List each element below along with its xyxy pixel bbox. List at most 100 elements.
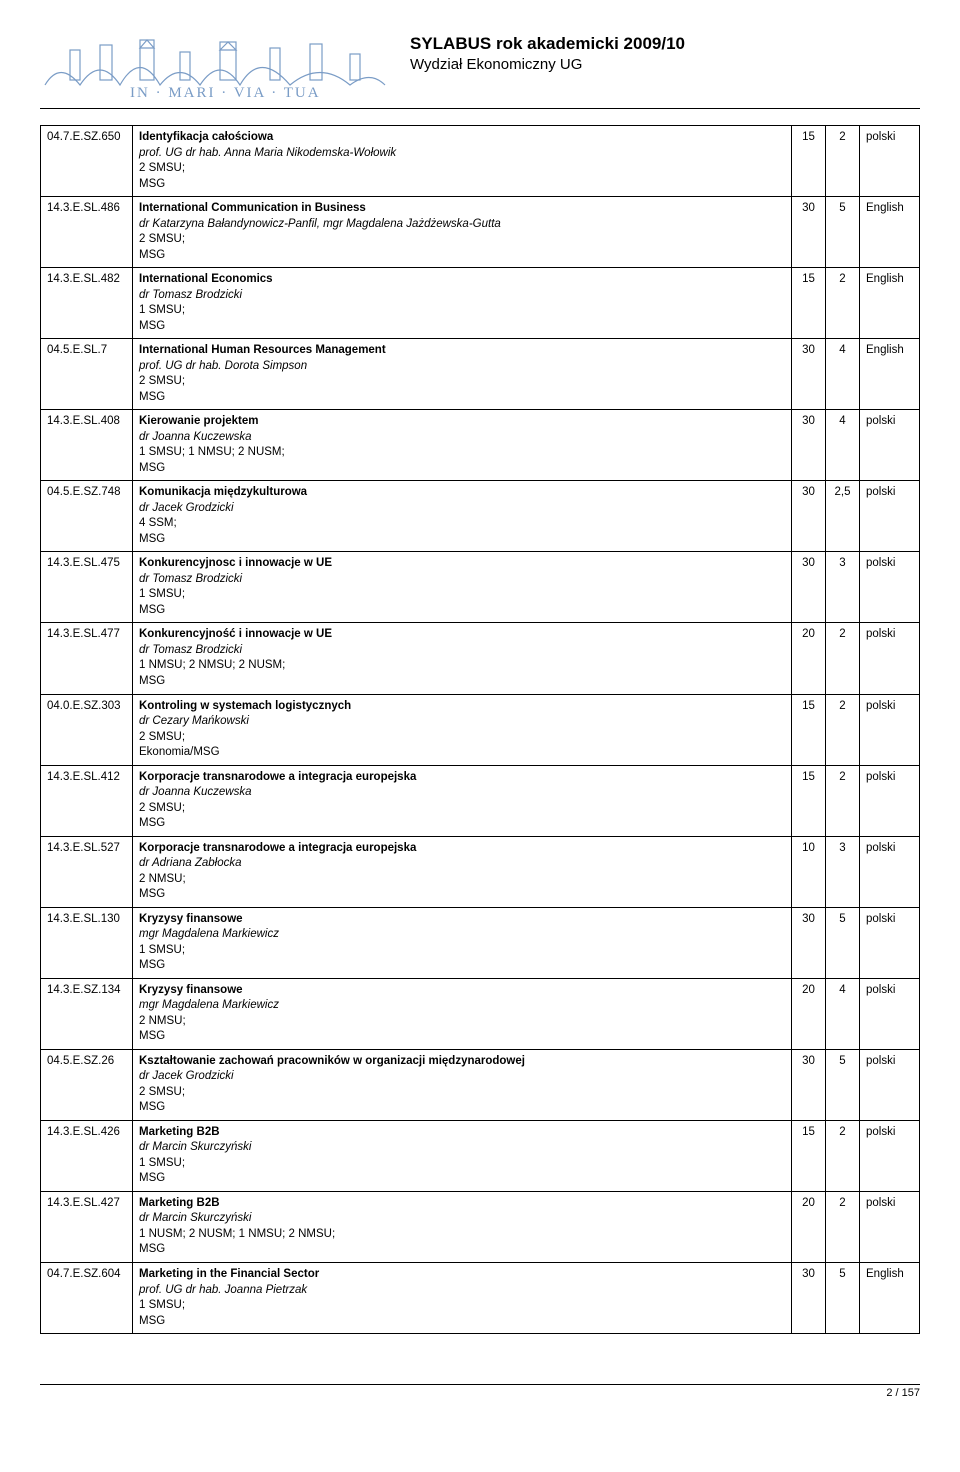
- course-language: polski: [860, 836, 920, 907]
- course-group: MSG: [139, 319, 785, 335]
- course-schedule: 1 NUSM; 2 NUSM; 1 NMSU; 2 NMSU;: [139, 1227, 785, 1243]
- course-group: MSG: [139, 958, 785, 974]
- course-name: Marketing in the Financial Sector: [139, 1267, 785, 1283]
- table-row: 14.3.E.SL.527Korporacje transnarodowe a …: [41, 836, 920, 907]
- course-instructor: prof. UG dr hab. Anna Maria Nikodemska-W…: [139, 146, 785, 162]
- course-language: polski: [860, 410, 920, 481]
- course-details: Komunikacja międzykulturowadr Jacek Grod…: [133, 481, 792, 552]
- course-language: polski: [860, 126, 920, 197]
- course-group: MSG: [139, 816, 785, 832]
- course-schedule: 1 SMSU;: [139, 943, 785, 959]
- course-ects: 3: [826, 836, 860, 907]
- course-ects: 2: [826, 1191, 860, 1262]
- table-row: 04.0.E.SZ.303Kontroling w systemach logi…: [41, 694, 920, 765]
- course-code: 04.5.E.SZ.748: [41, 481, 133, 552]
- course-details: Konkurencyjnosc i innowacje w UEdr Tomas…: [133, 552, 792, 623]
- course-code: 14.3.E.SZ.134: [41, 978, 133, 1049]
- course-group: MSG: [139, 1242, 785, 1258]
- course-code: 14.3.E.SL.486: [41, 197, 133, 268]
- table-row: 14.3.E.SL.482International Economicsdr T…: [41, 268, 920, 339]
- course-details: Identyfikacja całościowaprof. UG dr hab.…: [133, 126, 792, 197]
- table-row: 04.5.E.SZ.748Komunikacja międzykulturowa…: [41, 481, 920, 552]
- course-code: 14.3.E.SL.527: [41, 836, 133, 907]
- course-group: MSG: [139, 1171, 785, 1187]
- course-language: English: [860, 268, 920, 339]
- course-name: Kontroling w systemach logistycznych: [139, 699, 785, 715]
- course-code: 14.3.E.SL.475: [41, 552, 133, 623]
- course-hours: 15: [792, 126, 826, 197]
- course-ects: 5: [826, 907, 860, 978]
- course-hours: 30: [792, 1049, 826, 1120]
- course-ects: 2: [826, 268, 860, 339]
- course-hours: 30: [792, 339, 826, 410]
- course-instructor: dr Tomasz Brodzicki: [139, 643, 785, 659]
- page-footer: 2 / 157: [40, 1384, 920, 1399]
- course-code: 14.3.E.SL.427: [41, 1191, 133, 1262]
- table-row: 14.3.E.SL.130Kryzysy finansowemgr Magdal…: [41, 907, 920, 978]
- course-details: International Economicsdr Tomasz Brodzic…: [133, 268, 792, 339]
- table-row: 14.3.E.SL.475Konkurencyjnosc i innowacje…: [41, 552, 920, 623]
- header-subtitle: Wydział Ekonomiczny UG: [410, 56, 920, 73]
- course-code: 14.3.E.SL.426: [41, 1120, 133, 1191]
- course-group: MSG: [139, 532, 785, 548]
- course-code: 14.3.E.SL.477: [41, 623, 133, 694]
- course-code: 14.3.E.SL.412: [41, 765, 133, 836]
- course-language: polski: [860, 552, 920, 623]
- course-details: Kryzysy finansowemgr Magdalena Markiewic…: [133, 978, 792, 1049]
- course-name: Kryzysy finansowe: [139, 912, 785, 928]
- course-name: Identyfikacja całościowa: [139, 130, 785, 146]
- table-row: 14.3.E.SL.477 Konkurencyjność i innowacje…: [41, 623, 920, 694]
- svg-text:IN · MARI · VIA · TUA: IN · MARI · VIA · TUA: [130, 85, 321, 100]
- table-row: 14.3.E.SL.486International Communication…: [41, 197, 920, 268]
- course-name: Kierowanie projektem: [139, 414, 785, 430]
- course-language: polski: [860, 1120, 920, 1191]
- course-ects: 4: [826, 410, 860, 481]
- course-language: polski: [860, 1191, 920, 1262]
- course-schedule: 2 NMSU;: [139, 872, 785, 888]
- course-details: International Communication in Businessd…: [133, 197, 792, 268]
- course-schedule: 1 NMSU; 2 NMSU; 2 NUSM;: [139, 658, 785, 674]
- course-group: MSG: [139, 1029, 785, 1045]
- course-details: Kształtowanie zachowań pracowników w org…: [133, 1049, 792, 1120]
- course-instructor: dr Tomasz Brodzicki: [139, 572, 785, 588]
- course-group: MSG: [139, 674, 785, 690]
- course-details: Marketing B2Bdr Marcin Skurczyński1 SMSU…: [133, 1120, 792, 1191]
- course-ects: 2: [826, 623, 860, 694]
- course-code: 14.3.E.SL.130: [41, 907, 133, 978]
- course-hours: 30: [792, 481, 826, 552]
- table-row: 14.3.E.SL.427Marketing B2Bdr Marcin Skur…: [41, 1191, 920, 1262]
- course-hours: 20: [792, 623, 826, 694]
- course-instructor: dr Marcin Skurczyński: [139, 1140, 785, 1156]
- course-instructor: dr Jacek Grodzicki: [139, 1069, 785, 1085]
- course-instructor: dr Tomasz Brodzicki: [139, 288, 785, 304]
- course-instructor: dr Cezary Mańkowski: [139, 714, 785, 730]
- course-ects: 4: [826, 978, 860, 1049]
- course-hours: 30: [792, 552, 826, 623]
- course-instructor: mgr Magdalena Markiewicz: [139, 998, 785, 1014]
- course-details: Korporacje transnarodowe a integracja eu…: [133, 836, 792, 907]
- course-name: Konkurencyjność i innowacje w UE: [139, 627, 785, 643]
- table-row: 14.3.E.SL.408Kierowanie projektemdr Joan…: [41, 410, 920, 481]
- course-ects: 2: [826, 1120, 860, 1191]
- course-language: English: [860, 339, 920, 410]
- course-details: Marketing B2Bdr Marcin Skurczyński1 NUSM…: [133, 1191, 792, 1262]
- course-schedule: 2 SMSU;: [139, 1085, 785, 1101]
- course-group: MSG: [139, 1100, 785, 1116]
- course-schedule: 1 SMSU;: [139, 1156, 785, 1172]
- course-ects: 3: [826, 552, 860, 623]
- course-hours: 15: [792, 765, 826, 836]
- course-code: 14.3.E.SL.482: [41, 268, 133, 339]
- course-language: polski: [860, 1049, 920, 1120]
- course-name: International Communication in Business: [139, 201, 785, 217]
- course-language: polski: [860, 694, 920, 765]
- course-hours: 30: [792, 907, 826, 978]
- page: IN · MARI · VIA · TUA SYLABUS rok akadem…: [0, 0, 960, 1419]
- course-group: MSG: [139, 461, 785, 477]
- course-name: Korporacje transnarodowe a integracja eu…: [139, 770, 785, 786]
- course-name: International Human Resources Management: [139, 343, 785, 359]
- course-name: Konkurencyjnosc i innowacje w UE: [139, 556, 785, 572]
- course-instructor: dr Marcin Skurczyński: [139, 1211, 785, 1227]
- course-group: MSG: [139, 887, 785, 903]
- course-name: International Economics: [139, 272, 785, 288]
- course-instructor: dr Joanna Kuczewska: [139, 430, 785, 446]
